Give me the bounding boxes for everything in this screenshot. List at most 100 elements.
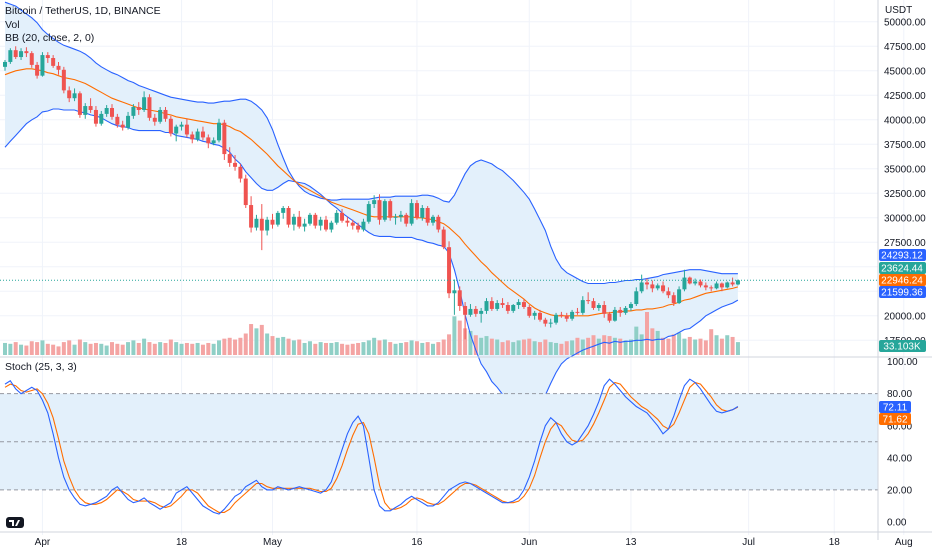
candle-body <box>45 55 50 59</box>
volume-bar <box>543 339 548 355</box>
candle-body <box>671 295 676 304</box>
volume-bar <box>495 339 500 355</box>
volume-bar <box>222 338 227 355</box>
candle <box>634 287 639 306</box>
volume-bar <box>104 345 109 355</box>
candle <box>452 279 457 315</box>
volume-bar <box>618 338 623 355</box>
candle-body <box>163 109 168 119</box>
candle <box>398 210 403 222</box>
candle <box>719 282 724 292</box>
stoch-legend[interactable]: Stoch (25, 3, 3) <box>5 361 77 373</box>
candle-body <box>661 285 666 292</box>
candle-body <box>275 212 280 225</box>
candle-body <box>709 287 714 289</box>
candle <box>126 111 131 130</box>
candle <box>457 286 462 311</box>
candle <box>24 47 29 58</box>
candle <box>163 107 168 122</box>
candle-body <box>516 302 521 306</box>
stoch-tick-label: 100.00 <box>887 357 918 368</box>
volume-bar <box>93 342 98 355</box>
candle-body <box>730 282 735 285</box>
stoch-tick-label: 0.00 <box>887 517 907 528</box>
candle <box>115 113 120 128</box>
bb-legend[interactable]: BB (20, close, 2, 0) <box>5 32 95 44</box>
candle <box>72 88 77 102</box>
candle-body <box>56 65 61 70</box>
candle <box>666 287 671 299</box>
candle-body <box>77 93 82 115</box>
candle-body <box>484 301 489 311</box>
symbol-title[interactable]: Bitcoin / TetherUS, 1D, BINANCE <box>5 5 161 17</box>
candle <box>404 212 409 227</box>
candle-body <box>447 247 452 294</box>
candle-body <box>634 291 639 305</box>
candle-body <box>72 93 77 99</box>
candle-body <box>184 124 189 135</box>
candle-body <box>233 162 238 167</box>
candle-body <box>291 216 296 225</box>
volume-bar <box>179 343 184 355</box>
time-tick-label: Jul <box>742 537 755 548</box>
candle <box>51 55 56 68</box>
candle-body <box>639 282 644 292</box>
candle <box>612 306 617 322</box>
candle <box>35 61 40 79</box>
price-badge-label: 22946.24 <box>881 276 923 287</box>
candle <box>559 311 564 318</box>
candle-body <box>24 51 29 54</box>
volume-bar <box>682 338 687 355</box>
candle <box>254 214 259 231</box>
volume-bar <box>559 343 564 355</box>
candle <box>677 286 682 305</box>
candle-body <box>591 301 596 308</box>
volume-legend[interactable]: Vol <box>5 19 20 31</box>
candle <box>152 113 157 126</box>
volume-bar <box>580 339 585 355</box>
candle <box>302 218 307 232</box>
candle-body <box>420 207 425 218</box>
volume-bar <box>45 343 50 355</box>
candle-body <box>131 107 136 116</box>
time-tick-label: Aug <box>895 537 913 548</box>
candle-body <box>265 219 270 231</box>
candle <box>409 199 414 226</box>
volume-bar <box>628 339 633 355</box>
volume-bar <box>281 336 286 355</box>
candle <box>88 98 93 113</box>
candle-body <box>543 319 548 324</box>
candle <box>238 163 243 183</box>
volume-bar <box>249 324 254 355</box>
stoch-badge <box>879 413 911 425</box>
candle <box>3 59 7 71</box>
candle <box>484 298 489 314</box>
volume-bar <box>61 342 66 355</box>
volume-bar <box>447 334 452 355</box>
candle-body <box>602 305 607 314</box>
volume-bar <box>275 337 280 355</box>
volume-bar <box>334 342 339 355</box>
candle <box>184 118 189 138</box>
candle-body <box>222 122 227 155</box>
time-tick-label: 18 <box>829 537 841 548</box>
candle-body <box>666 291 671 296</box>
candle <box>414 200 419 220</box>
candle <box>211 137 216 146</box>
candle-body <box>297 216 302 227</box>
price-tick-label: 27500.00 <box>884 238 926 249</box>
volume-bar <box>591 335 596 355</box>
candle <box>104 105 109 117</box>
volume-bar <box>152 343 157 355</box>
candle-body <box>495 303 500 309</box>
price-badge <box>879 262 926 274</box>
volume-bar <box>725 335 730 355</box>
candle-body <box>254 218 259 228</box>
candle <box>521 299 526 309</box>
volume-bar <box>479 337 484 355</box>
volume-bar <box>398 342 403 355</box>
volume-bar <box>452 316 457 355</box>
candle-body <box>612 309 617 321</box>
candle-body <box>88 106 93 110</box>
candle-body <box>313 214 318 226</box>
